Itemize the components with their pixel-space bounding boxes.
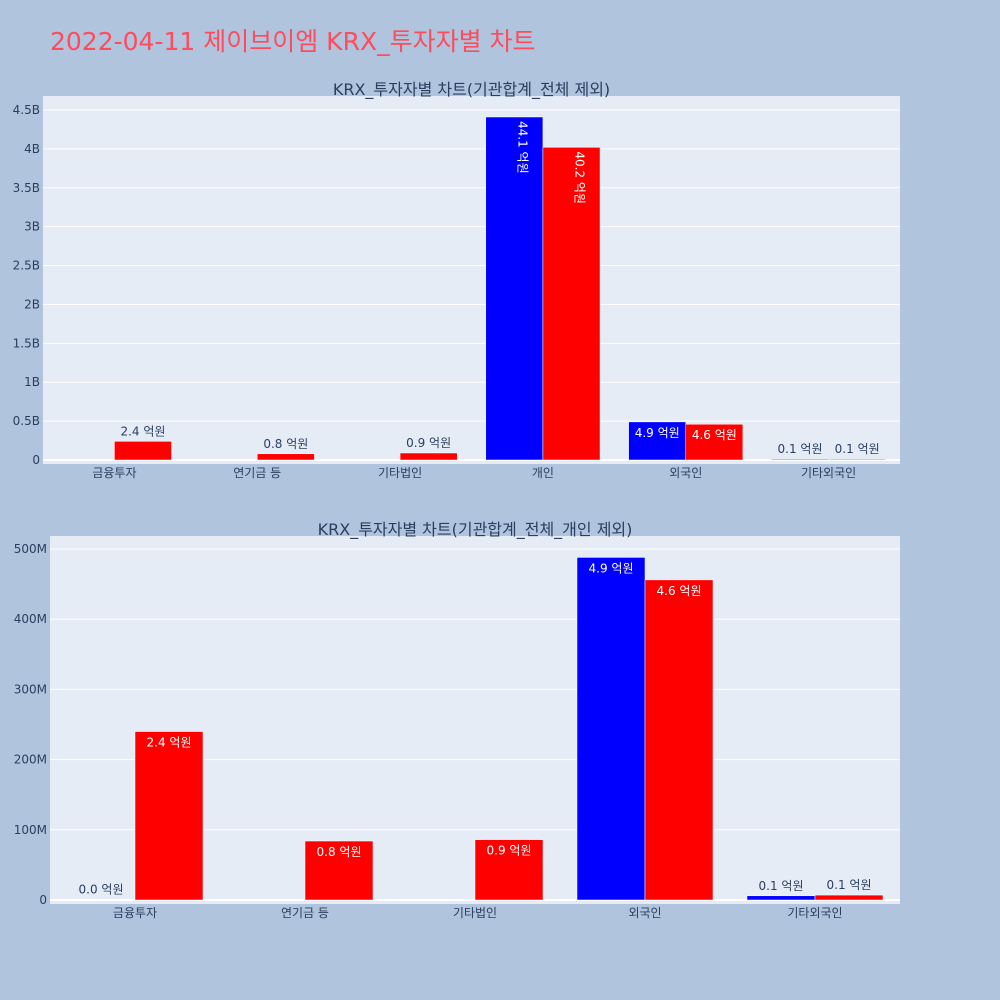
data-label: 4.9 억원 [589, 561, 634, 575]
page-title: 2022-04-11 제이브이엠 KRX_투자자별 차트 [50, 27, 536, 56]
data-label: 0.1 억원 [827, 878, 872, 892]
x-tick-label: 기타외국인 [787, 906, 842, 920]
bar [644, 579, 714, 901]
bar [746, 895, 816, 901]
bar [828, 458, 886, 461]
data-label: 0.9 억원 [406, 436, 451, 450]
chart-title: KRX_투자자별 차트(기관합계_전체_개인 제외) [318, 520, 633, 540]
bar [542, 147, 601, 461]
x-tick-label: 기타외국인 [801, 466, 856, 480]
bar [134, 731, 204, 901]
y-tick-label: 400M [14, 612, 47, 626]
data-label: 0.8 억원 [263, 437, 308, 451]
bar [399, 452, 458, 461]
bar [685, 423, 744, 461]
x-tick-label: 기타법인 [453, 906, 497, 920]
x-tick-label: 외국인 [669, 466, 702, 480]
x-tick-label: 개인 [532, 466, 554, 480]
bar [304, 840, 374, 901]
bar [474, 839, 544, 901]
y-tick-label: 0 [39, 893, 47, 907]
y-tick-label: 300M [14, 682, 47, 696]
y-tick-label: 100M [14, 823, 47, 837]
y-tick-label: 200M [14, 753, 47, 767]
data-label: 0.8 억원 [317, 845, 362, 859]
data-label: 0.1 억원 [835, 442, 880, 456]
y-tick-label: 1.5B [13, 336, 40, 350]
data-label: 0.1 억원 [778, 442, 823, 456]
bar [485, 116, 544, 461]
bar [66, 899, 136, 901]
x-tick-label: 기타법인 [378, 466, 422, 480]
y-tick-label: 4.5B [13, 103, 40, 117]
data-label: 2.4 억원 [120, 424, 165, 438]
bar [257, 453, 315, 461]
y-tick-label: 0 [32, 453, 40, 467]
data-label: 40.2 억원 [572, 151, 586, 204]
y-tick-label: 1B [24, 375, 40, 389]
data-label: 44.1 억원 [515, 121, 529, 174]
y-tick-label: 2B [24, 297, 40, 311]
x-tick-label: 금융투자 [92, 466, 136, 480]
y-tick-label: 0.5B [13, 414, 40, 428]
data-label: 2.4 억원 [147, 736, 192, 750]
data-label: 4.9 억원 [635, 426, 680, 440]
plot-area [43, 96, 900, 464]
y-tick-label: 2.5B [13, 259, 40, 273]
bar [114, 441, 172, 461]
bar [814, 894, 884, 901]
data-label: 4.6 억원 [692, 428, 737, 442]
chart-top: 0 0.5B 1B 1.5B 2B 2.5B 3B 3.5B 4B 4.5B KRX_투자자별 차트… [13, 80, 900, 480]
data-label: 0.1 억원 [759, 879, 804, 893]
x-tick-label: 금융투자 [113, 906, 157, 920]
data-label: 0.9 억원 [487, 844, 532, 858]
chart-title: KRX_투자자별 차트(기관합계_전체 제외) [333, 80, 610, 100]
x-tick-label: 외국인 [628, 906, 661, 920]
x-tick-label: 연기금 등 [281, 906, 329, 920]
y-tick-label: 500M [14, 542, 47, 556]
y-tick-label: 4B [24, 142, 40, 156]
x-tick-label: 연기금 등 [233, 466, 281, 480]
y-tick-label: 3B [24, 220, 40, 234]
y-tick-label: 3.5B [13, 181, 40, 195]
bar [576, 557, 646, 901]
data-label: 4.6 억원 [657, 584, 702, 598]
data-label: 0.0 억원 [79, 883, 124, 897]
